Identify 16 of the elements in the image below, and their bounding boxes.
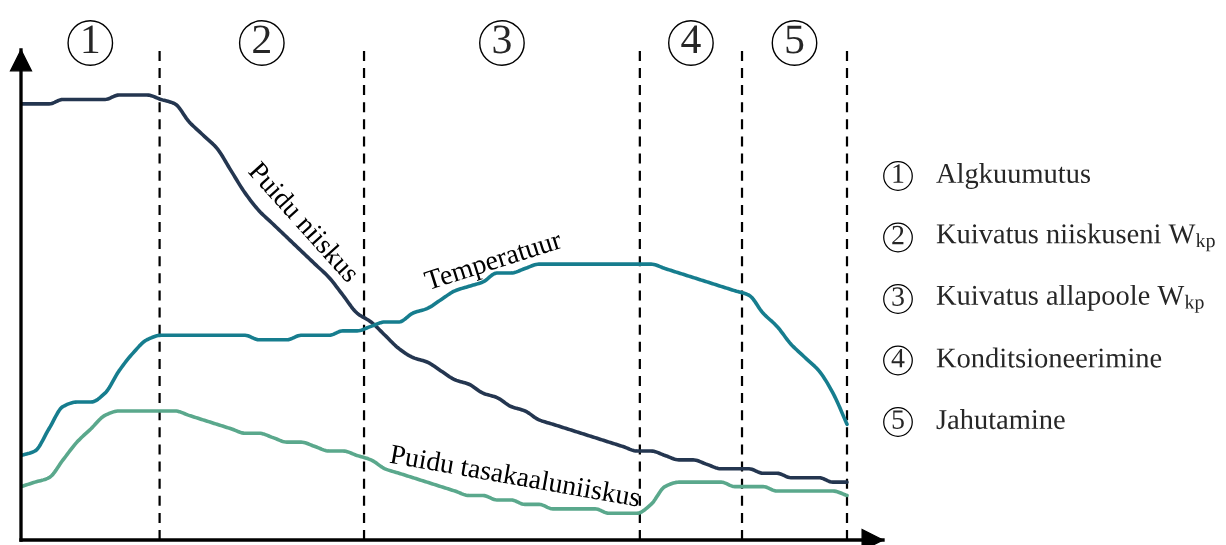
text: 5 bbox=[786, 25, 804, 54]
text: 3 bbox=[892, 287, 904, 306]
text: 4 bbox=[891, 348, 905, 368]
text: 2 bbox=[892, 225, 904, 245]
text: 4 bbox=[681, 25, 701, 54]
text: 1 bbox=[83, 25, 99, 54]
text: Kuivatus allapoole W$_{kp}$ bbox=[936, 284, 1204, 313]
text: 2 bbox=[253, 25, 270, 54]
text: Puidu tasakaaluniiskus bbox=[389, 443, 642, 507]
text: Algkuumutus bbox=[936, 163, 1090, 189]
text: Jahutamine bbox=[936, 409, 1065, 430]
text: 1 bbox=[893, 164, 904, 183]
text: 5 bbox=[892, 410, 904, 429]
text: Kuivatus niiskuseni W$_{kp}$ bbox=[936, 223, 1215, 252]
text: 3 bbox=[493, 25, 511, 54]
text: Konditsioneerimine bbox=[936, 347, 1162, 368]
